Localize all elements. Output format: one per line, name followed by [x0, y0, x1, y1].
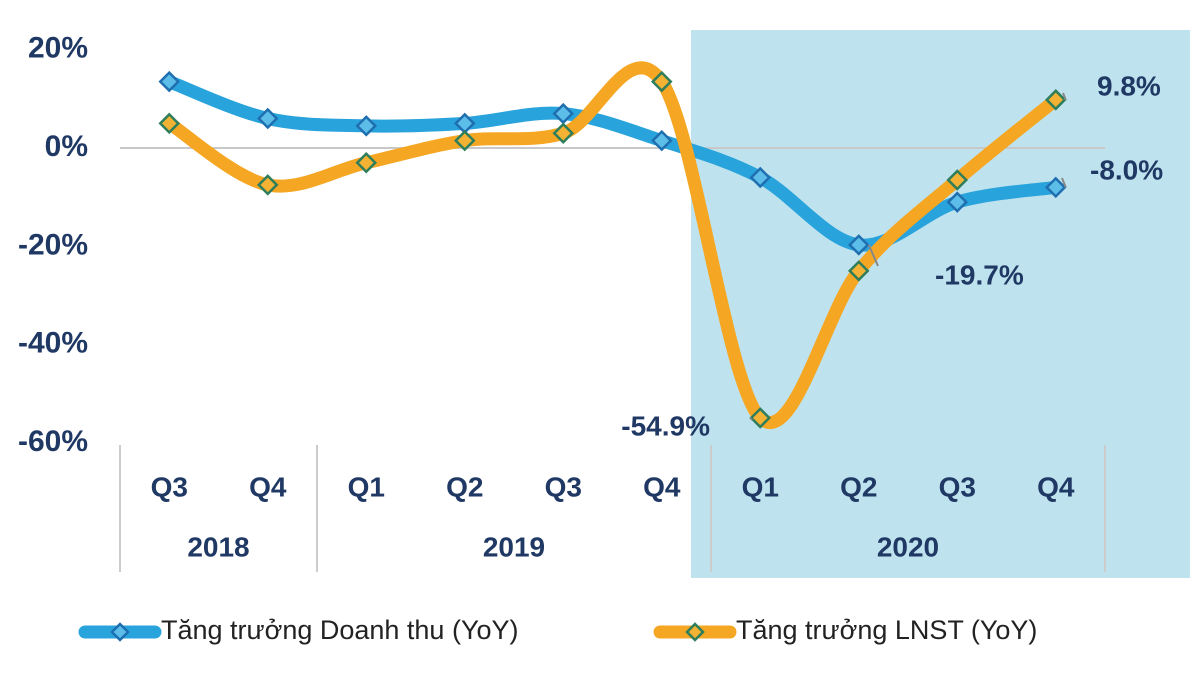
data-label: 9.8% [1097, 70, 1161, 101]
marker [453, 129, 476, 152]
x-tick-label: Q4 [643, 471, 681, 502]
marker [355, 115, 378, 137]
x-tick-label: Q2 [840, 471, 877, 502]
x-tick-label: Q3 [151, 471, 188, 502]
x-tick-label: Q4 [1037, 471, 1075, 502]
y-tick-label: -20% [18, 228, 88, 261]
highlight-region [691, 30, 1190, 578]
label-leader [867, 244, 879, 267]
marker [355, 151, 378, 174]
label-leader [749, 417, 753, 421]
legend-label: Tăng trưởng Doanh thu (YoY) [161, 615, 519, 645]
marker [946, 169, 969, 191]
x-tick-label: Q4 [249, 471, 287, 502]
y-tick-label: 20% [28, 32, 88, 65]
marker [650, 129, 673, 152]
y-tick-label: 0% [45, 130, 88, 163]
group-label: 2018 [187, 531, 249, 562]
legend-label: Tăng trưởng LNST (YoY) [736, 615, 1037, 645]
marker [847, 260, 870, 282]
x-tick-label: Q2 [446, 471, 483, 502]
marker [552, 122, 575, 145]
y-tick-label: -60% [18, 425, 88, 458]
data-label: -54.9% [621, 410, 710, 441]
x-tick-label: Q1 [348, 471, 385, 502]
marker [158, 112, 181, 135]
x-tick-label: Q3 [545, 471, 582, 502]
marker [256, 107, 279, 130]
marker [946, 191, 969, 213]
label-leader [1061, 177, 1067, 188]
marker [158, 70, 181, 93]
y-tick-label: -40% [18, 327, 88, 360]
marker [749, 407, 772, 429]
x-tick-label: Q1 [742, 471, 779, 502]
legend-marker [110, 622, 130, 642]
data-label: -8.0% [1090, 154, 1163, 185]
x-tick-label: Q3 [939, 471, 976, 502]
marker [1044, 176, 1067, 199]
marker [256, 174, 279, 196]
group-label: 2019 [483, 531, 545, 562]
marker [749, 166, 772, 189]
group-label: 2020 [877, 531, 939, 562]
label-leader [1062, 92, 1067, 101]
marker [1044, 89, 1067, 111]
marker [847, 234, 870, 256]
marker [650, 70, 673, 93]
legend-marker [685, 622, 705, 642]
data-label: -19.7% [935, 259, 1024, 290]
